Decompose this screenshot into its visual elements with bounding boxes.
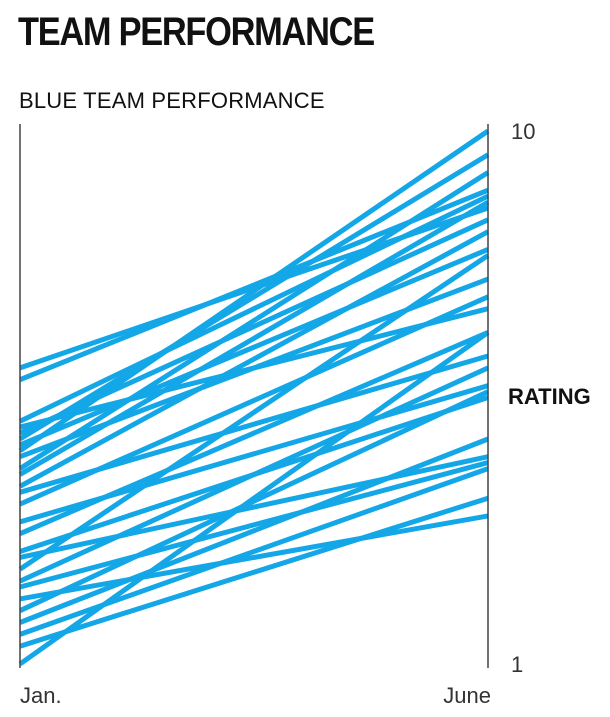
series-line-11 (18, 199, 490, 477)
x-tick-label-jan: Jan. (20, 683, 62, 708)
y-tick-label-bottom: 1 (511, 652, 523, 677)
series-line-21 (19, 460, 489, 590)
series-line-9 (19, 276, 489, 460)
series-line-12 (18, 229, 490, 489)
series-line-19 (18, 253, 490, 572)
series-line-8 (18, 128, 490, 453)
series-line-16 (19, 330, 489, 536)
series-line-6 (18, 152, 490, 442)
series-line-27 (18, 330, 490, 667)
x-tick-label-june: June (443, 683, 491, 708)
series-line-22 (19, 513, 489, 602)
y-tick-label-top: 10 (511, 119, 535, 144)
series-line-24 (19, 436, 489, 625)
page-title: TEAM PERFORMANCE (18, 10, 375, 54)
series-line-14 (18, 294, 490, 507)
series-line-20 (18, 365, 490, 584)
chart-subtitle: BLUE TEAM PERFORMANCE (19, 88, 325, 113)
series-line-3 (18, 193, 490, 424)
series-line-10 (18, 170, 490, 471)
series-line-7 (19, 247, 489, 448)
y-axis-label: RATING (508, 384, 591, 409)
series-line-26 (19, 495, 489, 649)
series-line-18 (19, 454, 489, 560)
series-lines (18, 128, 490, 667)
